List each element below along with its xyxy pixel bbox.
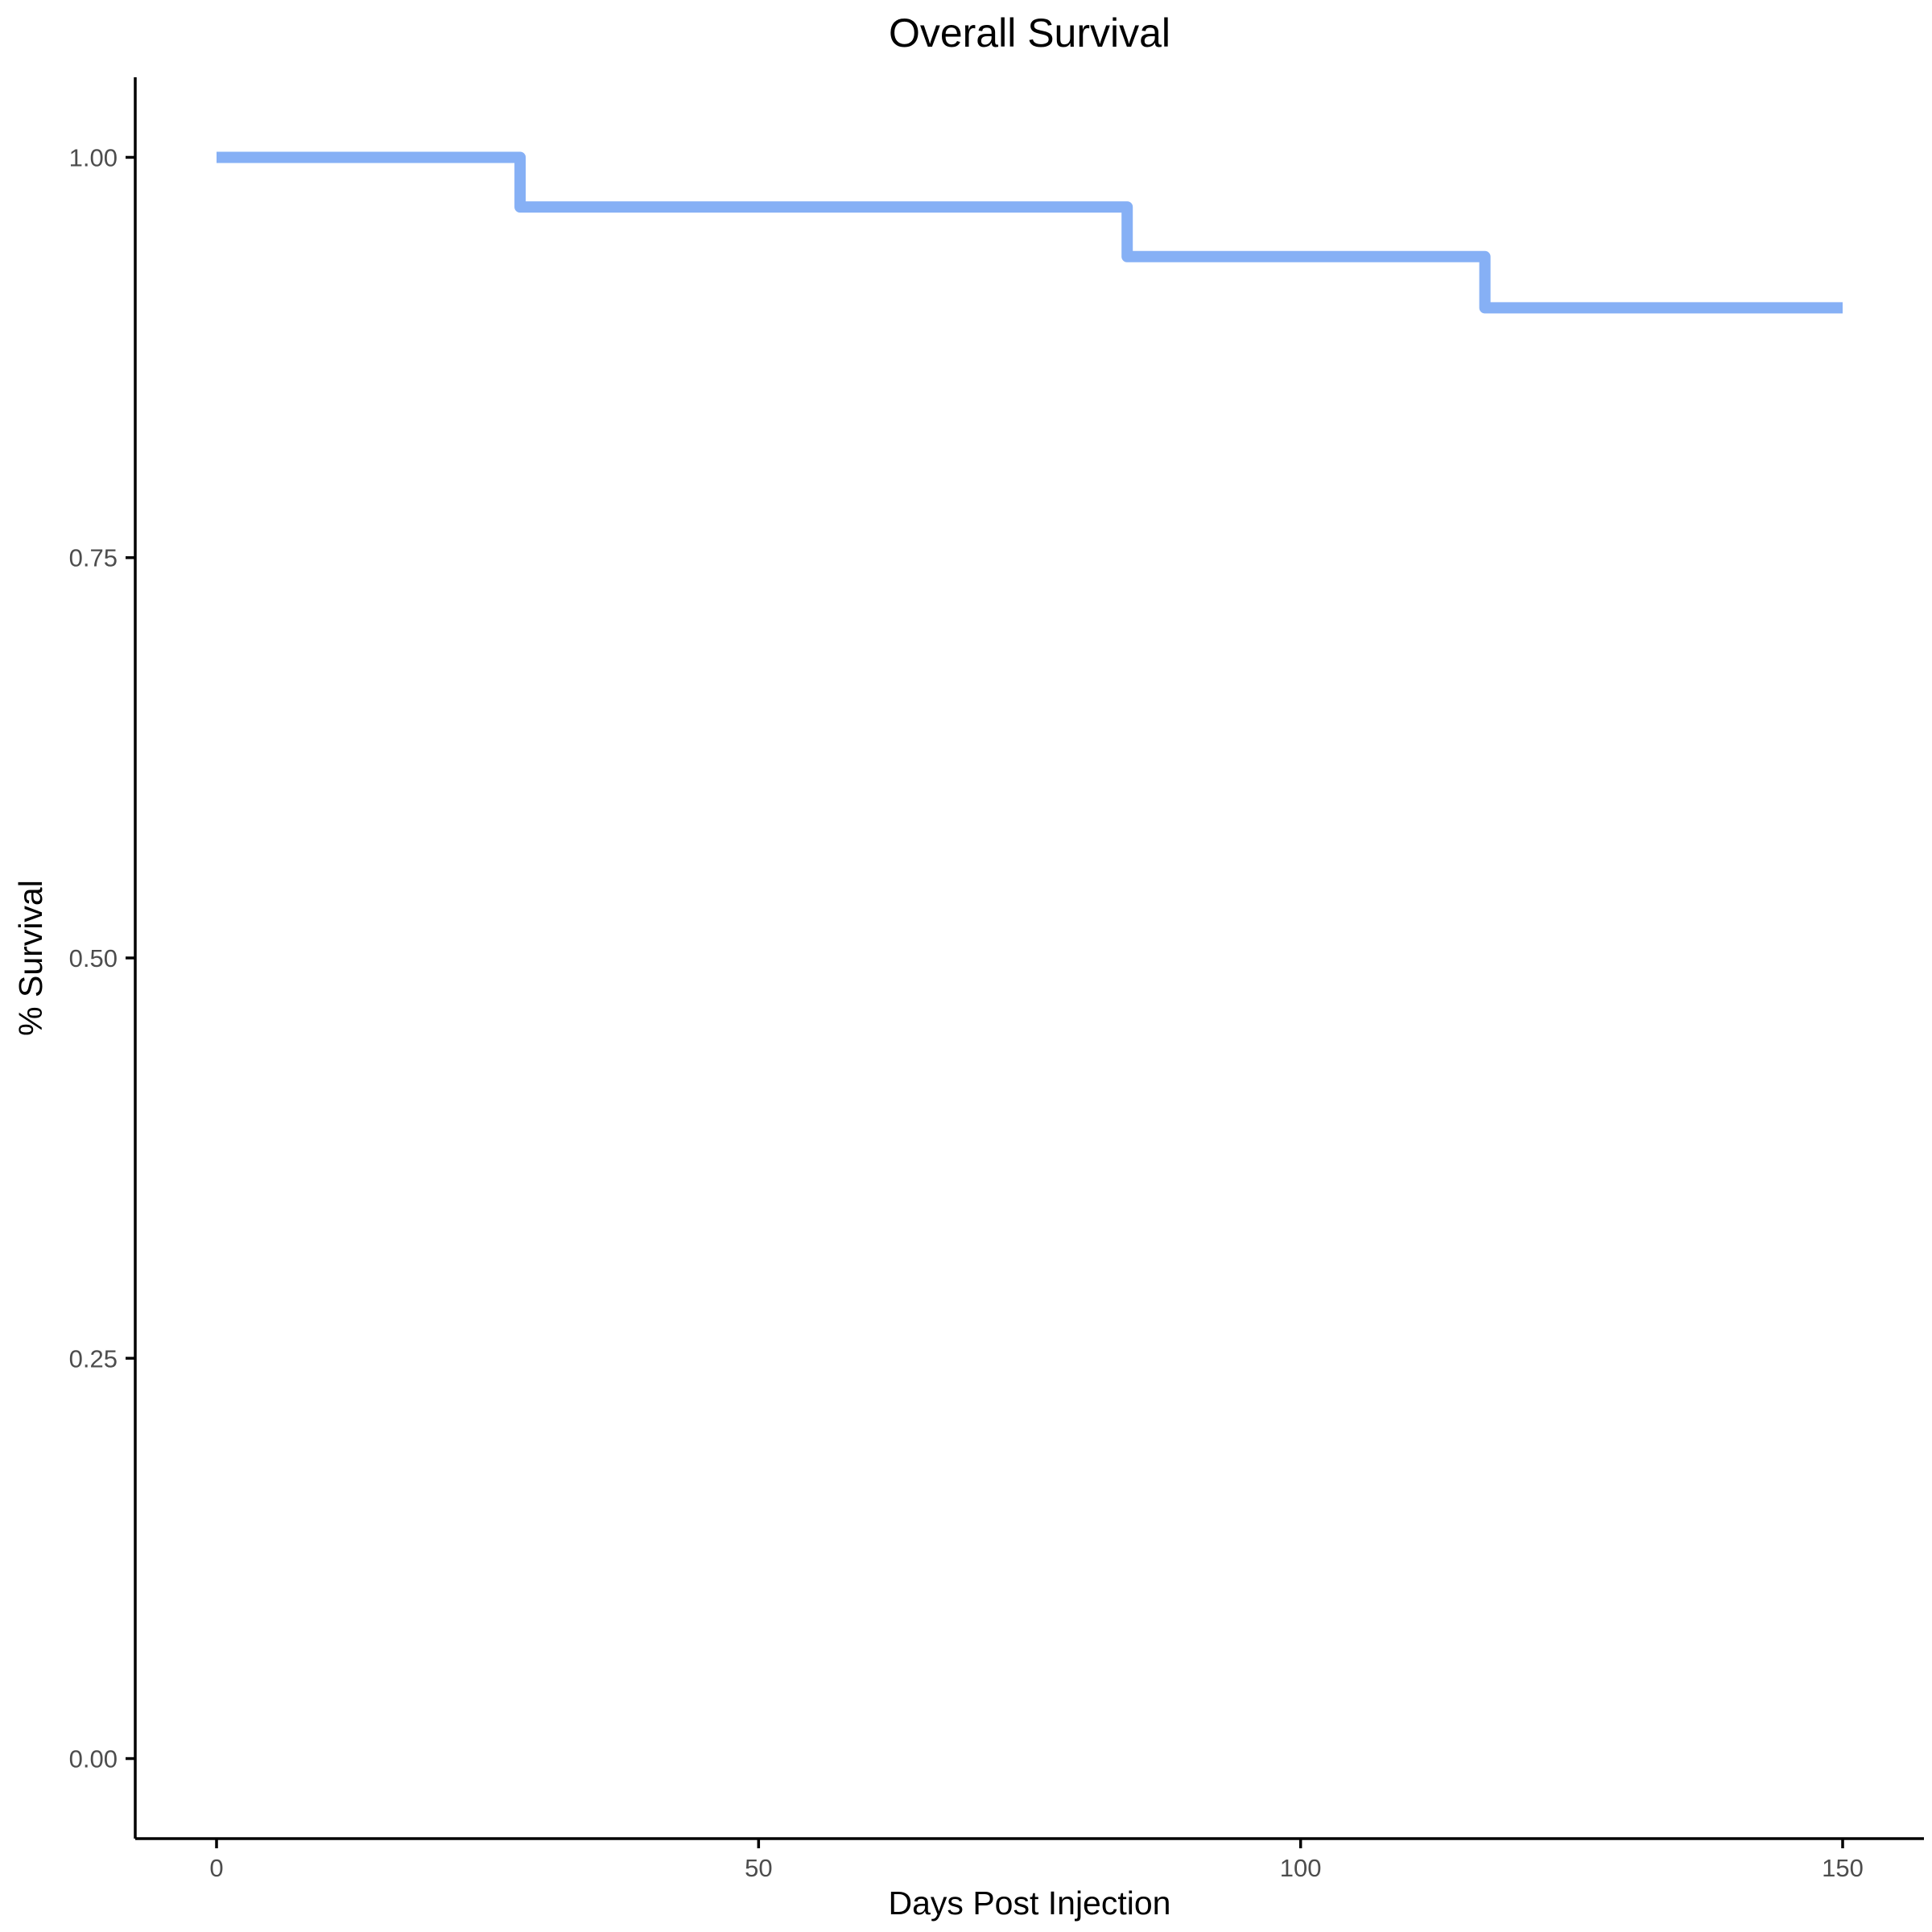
plot-area — [217, 151, 1843, 314]
y-tick-label: 0.25 — [69, 1344, 118, 1373]
y-tick-label: 1.00 — [69, 143, 118, 171]
x-axis-ticks: 0 50 100 150 — [209, 1839, 1864, 1882]
survival-curve — [217, 151, 1843, 314]
x-tick-label: 100 — [1280, 1854, 1322, 1882]
y-axis-ticks: 0.00 0.25 0.50 0.75 1.00 — [69, 143, 135, 1773]
x-tick-label: 150 — [1822, 1854, 1864, 1882]
y-tick-label: 0.50 — [69, 944, 118, 972]
x-tick-label: 0 — [209, 1854, 223, 1882]
y-tick-label: 0.00 — [69, 1745, 118, 1773]
y-tick-label: 0.75 — [69, 544, 118, 572]
y-axis-title: % Survival — [12, 880, 49, 1036]
x-tick-label: 50 — [745, 1854, 772, 1882]
chart-title: Overall Survival — [889, 10, 1170, 56]
x-axis-title: Days Post Injection — [889, 1885, 1171, 1922]
